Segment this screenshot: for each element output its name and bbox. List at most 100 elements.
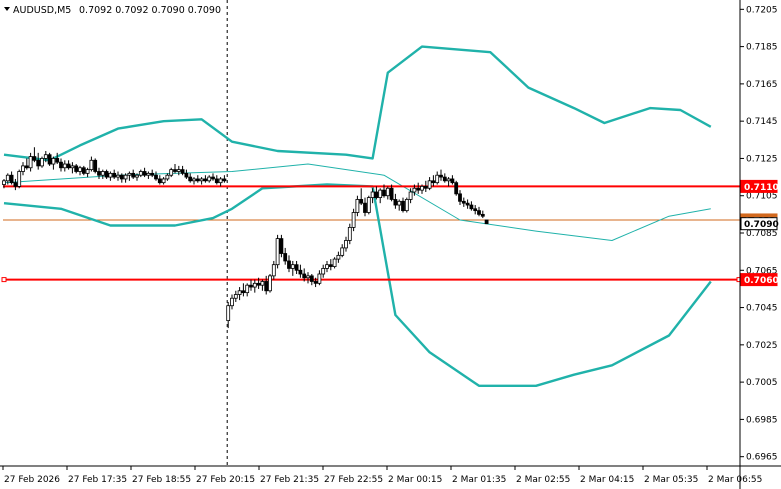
- time-tick-label: 2 Mar 02:55: [516, 475, 570, 485]
- candle: [89, 156, 94, 172]
- candle: [454, 180, 459, 196]
- candle-body: [112, 172, 117, 178]
- candle-body: [237, 290, 242, 295]
- candle-body: [127, 172, 132, 176]
- candle-body: [279, 238, 284, 254]
- candle-body: [142, 171, 147, 176]
- candle: [283, 247, 288, 265]
- candle-body: [435, 174, 440, 184]
- candle: [146, 171, 151, 179]
- candle: [465, 199, 470, 209]
- candle: [74, 164, 79, 174]
- candle: [268, 274, 272, 293]
- symbol-label: AUDUSD,M5: [13, 5, 71, 16]
- price-tick-label: 0.7005: [746, 378, 778, 388]
- candle-body: [207, 176, 212, 182]
- candle: [176, 165, 181, 176]
- candle-body: [450, 178, 455, 184]
- candle: [469, 201, 474, 211]
- candle-body: [93, 159, 98, 172]
- price-tick-label: 0.7165: [746, 80, 778, 90]
- candle-body: [119, 174, 124, 180]
- candle-body: [211, 176, 215, 180]
- candle-body: [100, 171, 105, 176]
- candle-body: [85, 169, 90, 174]
- candle-body: [59, 161, 63, 169]
- candle-body: [192, 178, 196, 182]
- candle-body: [359, 199, 364, 204]
- candle-body: [408, 191, 413, 200]
- collapse-arrow-icon[interactable]: [4, 7, 10, 11]
- candle: [245, 283, 250, 297]
- candle-body: [442, 176, 447, 182]
- candle: [473, 205, 478, 215]
- candle: [423, 180, 428, 192]
- candle: [47, 152, 52, 166]
- candle-body: [40, 158, 44, 167]
- candle-body: [28, 156, 33, 169]
- candle: [154, 171, 158, 181]
- candle-body: [74, 165, 79, 172]
- price-tick-label: 0.7205: [746, 5, 778, 15]
- time-axis[interactable]: 27 Feb 2026 27 Feb 17:35 27 Feb 18:55 27 Fe…: [2, 466, 762, 485]
- candle-body: [268, 275, 272, 292]
- candle: [112, 169, 117, 179]
- candle: [214, 175, 219, 185]
- plot-area[interactable]: [1, 0, 742, 466]
- candle-body: [465, 202, 470, 206]
- candle: [78, 165, 82, 176]
- candle: [13, 178, 18, 191]
- level-handle-left[interactable]: [1, 277, 7, 283]
- candle-body: [249, 284, 253, 288]
- candle: [461, 197, 466, 207]
- candle: [119, 173, 124, 183]
- candle: [271, 260, 276, 280]
- candle-body: [397, 200, 402, 206]
- candle-body: [271, 264, 276, 277]
- candle: [199, 177, 204, 185]
- candle: [237, 287, 242, 301]
- price-tick-label: 0.7125: [746, 154, 778, 164]
- candle-body: [157, 178, 162, 184]
- candle: [370, 188, 375, 204]
- price-axis[interactable]: 0.7205 0.7185 0.7165 0.7145 0.7125 0.7105 0.70…: [740, 5, 779, 463]
- candle-body: [135, 174, 139, 178]
- candle-body: [131, 172, 136, 178]
- candle: [260, 279, 265, 291]
- last-price-label-box: [740, 217, 778, 231]
- candle: [157, 175, 162, 185]
- candle-body: [264, 281, 269, 292]
- price-tick-label: 0.7105: [746, 192, 778, 202]
- candle-body: [173, 169, 177, 172]
- time-tick-label: 27 Feb 17:35: [68, 475, 127, 485]
- candle: [446, 177, 451, 187]
- candle-body: [412, 187, 417, 193]
- candle: [9, 171, 14, 185]
- candle: [332, 257, 337, 269]
- price-tick-label: 0.7085: [746, 229, 778, 239]
- candle: [142, 167, 147, 178]
- candle: [150, 169, 155, 178]
- candle-body: [9, 174, 14, 184]
- candle: [2, 178, 6, 189]
- candle-body: [431, 180, 436, 184]
- ohlc-values: 0.7092 0.7092 0.7090 0.7090: [79, 5, 221, 16]
- candle-body: [55, 158, 60, 163]
- candle: [317, 270, 322, 286]
- candle-body: [203, 178, 208, 182]
- price-tick-label: 0.7045: [746, 304, 778, 314]
- candle-body: [89, 159, 94, 171]
- time-tick-label: 27 Feb 21:35: [260, 475, 319, 485]
- candle: [218, 177, 223, 187]
- candle-body: [328, 264, 333, 267]
- candle: [309, 274, 314, 286]
- candle-body: [332, 258, 337, 267]
- candle: [55, 152, 60, 165]
- candle-body: [108, 172, 113, 178]
- candle: [439, 169, 443, 181]
- candle: [188, 173, 193, 183]
- candle: [435, 171, 440, 185]
- candle-body: [290, 264, 295, 269]
- candle: [340, 244, 345, 258]
